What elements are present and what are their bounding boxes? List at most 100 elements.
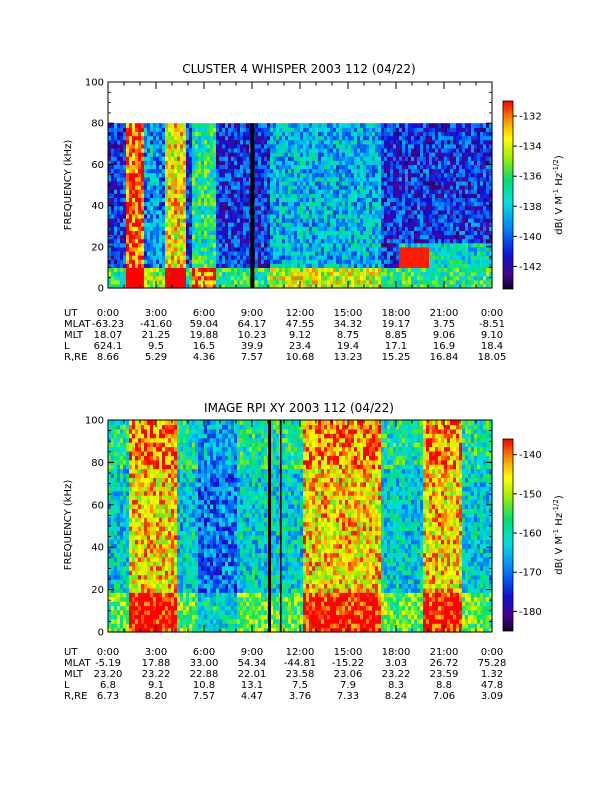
spectrogram-cell [399, 139, 403, 145]
spectrogram-cell [129, 230, 133, 236]
spectrogram-cell [474, 147, 478, 153]
spectrogram-cell [429, 226, 433, 231]
spectrogram-cell [324, 168, 328, 174]
spectrogram-cell [339, 217, 343, 223]
spectrogram-cell [387, 160, 391, 165]
spectrogram-cell [198, 255, 202, 260]
spectrogram-cell [345, 255, 349, 260]
spectrogram-cell [231, 168, 235, 174]
spectrogram-cell [462, 255, 466, 260]
spectrogram-cell [261, 135, 265, 141]
spectrogram-cell [183, 271, 187, 277]
spectrogram-cell [339, 275, 343, 281]
spectrogram-cell [129, 271, 133, 277]
spectrogram-cell [381, 255, 385, 260]
spectrogram-cell [294, 230, 298, 236]
spectrogram-cell [354, 279, 358, 285]
spectrogram-cell [324, 152, 328, 157]
spectrogram-cell [258, 164, 262, 170]
spectrogram-cell [264, 123, 268, 128]
spectrogram-cell [441, 263, 445, 268]
spectrogram-cell [402, 275, 406, 281]
spectrogram-cell [276, 180, 280, 186]
spectrogram-cell [396, 160, 400, 165]
spectrogram-cell [345, 246, 349, 252]
spectrogram-cell [438, 234, 442, 240]
spectrogram-cell [282, 226, 286, 231]
spectrogram-cell [246, 127, 250, 133]
spectrogram-cell [288, 259, 292, 264]
spectrogram-cell [441, 213, 445, 219]
spectrogram-cell [120, 242, 124, 248]
spectrogram-cell [336, 201, 340, 207]
spectrogram-cell [228, 176, 232, 182]
spectrogram-cell [384, 180, 388, 186]
spectrogram-cell [411, 238, 415, 244]
spectrogram-cell [216, 189, 220, 194]
spectrogram-cell [369, 242, 373, 248]
spectrogram-cell [423, 246, 427, 252]
spectrogram-cell [276, 193, 280, 198]
spectrogram-cell [336, 213, 340, 219]
spectrogram-cell [387, 279, 391, 285]
spectrogram-cell [138, 193, 142, 198]
spectrogram-cell [228, 193, 232, 198]
spectrogram-cell [429, 255, 433, 260]
spectrogram-cell [381, 250, 385, 256]
spectrogram-cell [414, 201, 418, 207]
spectrogram-cell [192, 275, 196, 281]
spectrogram-cell [426, 176, 430, 182]
spectrogram-cell [219, 201, 223, 207]
spectrogram-cell [423, 185, 427, 190]
spectrogram-cell [345, 139, 349, 145]
spectrogram-cell [246, 123, 250, 128]
spectrogram-cell [282, 135, 286, 141]
spectrogram-cell [468, 242, 472, 248]
spectrogram-cell [132, 246, 136, 252]
spectrogram-cell [459, 201, 463, 207]
spectrogram-cell [366, 160, 370, 165]
spectrogram-cell [174, 180, 178, 186]
spectrogram-cell [123, 123, 127, 128]
spectrogram-cell [405, 135, 409, 141]
spectrogram-cell [162, 255, 166, 260]
spectrogram-cell [417, 263, 421, 268]
spectrogram-cell [330, 143, 334, 149]
spectrogram-cell [261, 131, 265, 137]
spectrogram-cell [114, 135, 118, 141]
spectrogram-cell [306, 189, 310, 194]
spectrogram-cell [174, 242, 178, 248]
spectrogram-cell [288, 222, 292, 227]
spectrogram-cell [327, 283, 331, 289]
spectrogram-cell [264, 213, 268, 219]
spectrogram-cell [270, 263, 274, 268]
spectrogram-cell [444, 139, 448, 145]
spectrogram-cell [186, 139, 190, 145]
spectrogram-cell [135, 201, 139, 207]
spectrogram-cell [480, 147, 484, 153]
spectrogram-cell [474, 139, 478, 145]
spectrogram-cell [234, 271, 238, 277]
spectrogram-cell [441, 226, 445, 231]
spectrogram-cell [264, 279, 268, 285]
spectrogram-cell [303, 201, 307, 207]
spectrogram-cell [453, 209, 457, 215]
spectrogram-cell [336, 283, 340, 289]
spectrogram-cell [273, 246, 277, 252]
spectrogram-cell [423, 180, 427, 186]
spectrogram-cell [378, 242, 382, 248]
spectrogram-cell [108, 176, 112, 182]
spectrogram-cell [189, 271, 193, 277]
spectrogram-cell [300, 176, 304, 182]
spectrogram-cell [318, 156, 322, 161]
spectrogram-cell [255, 238, 259, 244]
spectrogram-cell [333, 185, 337, 190]
spectrogram-cell [477, 197, 481, 203]
spectrogram-cell [393, 275, 397, 281]
spectrogram-cell [243, 201, 247, 207]
spectrogram-cell [258, 168, 262, 174]
spectrogram-cell [186, 250, 190, 256]
spectrogram-cell [207, 246, 211, 252]
spectrogram-cell [339, 230, 343, 236]
spectrogram-cell [279, 185, 283, 190]
